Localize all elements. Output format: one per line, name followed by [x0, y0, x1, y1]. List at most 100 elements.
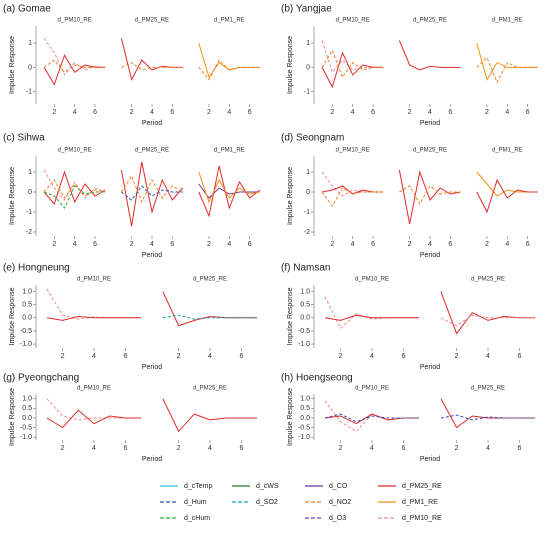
facet-label: d_PM25_RE — [413, 148, 447, 154]
series-line — [476, 178, 538, 214]
facet-label: d_PM10_RE — [58, 18, 92, 24]
series-line — [43, 170, 106, 206]
y-tick-label: 0.0 — [22, 415, 32, 422]
series-line — [440, 314, 536, 327]
x-tick-label: 2 — [177, 445, 181, 452]
x-tick-label: 2 — [52, 109, 56, 116]
x-tick-label: 6 — [170, 241, 174, 248]
y-axis-label: Impulse Response — [287, 287, 294, 345]
panel-title: (f) Namsan — [281, 263, 330, 274]
x-tick-label: 6 — [239, 353, 243, 360]
x-tick-label: 6 — [448, 241, 452, 248]
series-line — [120, 161, 183, 227]
x-tick-label: 4 — [486, 353, 490, 360]
x-tick-label: 6 — [170, 109, 174, 116]
x-tick-label: 4 — [486, 445, 490, 452]
y-tick-label: -1 — [304, 209, 310, 216]
legend-label: d_PM25_RE — [402, 483, 442, 490]
x-tick-label: 2 — [207, 241, 211, 248]
series-line — [476, 56, 538, 84]
y-axis-label: Impulse Response — [287, 167, 294, 225]
y-axis-label: Impulse Response — [9, 36, 16, 94]
series-line — [43, 169, 106, 201]
legend-label: d_Hum — [184, 499, 207, 506]
x-tick-label: 2 — [330, 241, 334, 248]
y-tick-label: -1.0 — [20, 434, 32, 441]
y-tick-label: -2 — [304, 229, 310, 236]
series-line — [162, 398, 258, 433]
panel-title: (g) Pyeongchang — [3, 373, 79, 384]
series-line — [43, 59, 106, 73]
x-tick-label: 4 — [208, 445, 212, 452]
x-tick-label: 4 — [370, 353, 374, 360]
series-line — [120, 174, 183, 204]
series-line — [398, 40, 461, 71]
x-axis-label: Period — [420, 120, 440, 127]
panel-title: (c) Sihwa — [3, 133, 45, 144]
y-axis-label: Impulse Response — [287, 36, 294, 94]
series-line — [321, 51, 384, 89]
facet-label: d_PM25_RE — [471, 277, 505, 283]
y-tick-label: 1 — [306, 169, 310, 176]
series-line — [324, 296, 420, 330]
x-tick-label: 4 — [73, 241, 77, 248]
x-tick-label: 6 — [371, 241, 375, 248]
legend-label: d_cWS — [256, 483, 279, 490]
y-tick-label: 0.5 — [22, 302, 32, 309]
x-tick-label: 6 — [93, 109, 97, 116]
series-line — [322, 185, 384, 195]
x-tick-label: 2 — [61, 353, 65, 360]
series-line — [398, 169, 461, 225]
x-tick-label: 6 — [401, 353, 405, 360]
series-line — [476, 42, 538, 81]
legend-label: d_PM1_RE — [402, 499, 438, 506]
legend-label: d_PM10_RE — [402, 515, 442, 522]
x-tick-label: 4 — [73, 109, 77, 116]
y-tick-label: -1.0 — [20, 341, 32, 348]
x-tick-label: 4 — [92, 353, 96, 360]
legend-label: d_NO2 — [329, 499, 351, 506]
x-tick-label: 4 — [150, 109, 154, 116]
series-line — [43, 179, 106, 199]
series-line — [46, 288, 142, 320]
x-tick-label: 2 — [330, 109, 334, 116]
y-tick-label: -1.0 — [298, 434, 310, 441]
x-tick-label: 2 — [408, 241, 412, 248]
x-tick-label: 6 — [526, 109, 530, 116]
x-tick-label: 6 — [248, 241, 252, 248]
series-line — [43, 37, 106, 76]
legend-label: d_cHum — [184, 515, 210, 522]
y-tick-label: 0 — [28, 64, 32, 71]
series-line — [43, 185, 106, 209]
x-tick-label: 2 — [61, 445, 65, 452]
x-tick-label: 6 — [93, 241, 97, 248]
x-tick-label: 6 — [123, 445, 127, 452]
x-tick-label: 2 — [485, 109, 489, 116]
y-tick-label: -0.5 — [298, 328, 310, 335]
x-tick-label: 2 — [339, 445, 343, 452]
x-tick-label: 2 — [130, 109, 134, 116]
x-tick-label: 2 — [130, 241, 134, 248]
x-tick-label: 4 — [351, 241, 355, 248]
y-tick-label: 0.5 — [22, 405, 32, 412]
series-line — [440, 414, 536, 421]
facet-label: d_PM1_RE — [214, 148, 245, 154]
y-tick-label: 1.0 — [300, 288, 310, 295]
x-tick-label: 4 — [227, 109, 231, 116]
series-line — [121, 185, 183, 201]
y-tick-label: -1.0 — [298, 341, 310, 348]
x-tick-label: 6 — [448, 109, 452, 116]
y-tick-label: -1 — [26, 209, 32, 216]
x-tick-label: 2 — [485, 241, 489, 248]
x-tick-label: 4 — [150, 241, 154, 248]
facet-label: d_PM1_RE — [492, 18, 523, 24]
series-line — [121, 62, 183, 71]
x-tick-label: 2 — [339, 353, 343, 360]
x-tick-label: 4 — [92, 445, 96, 452]
legend-label: d_cTemp — [184, 483, 213, 490]
series-line — [321, 187, 384, 207]
panel-title: (e) Hongneung — [3, 263, 70, 274]
series-line — [198, 165, 261, 218]
facet-label: d_PM10_RE — [336, 18, 370, 24]
